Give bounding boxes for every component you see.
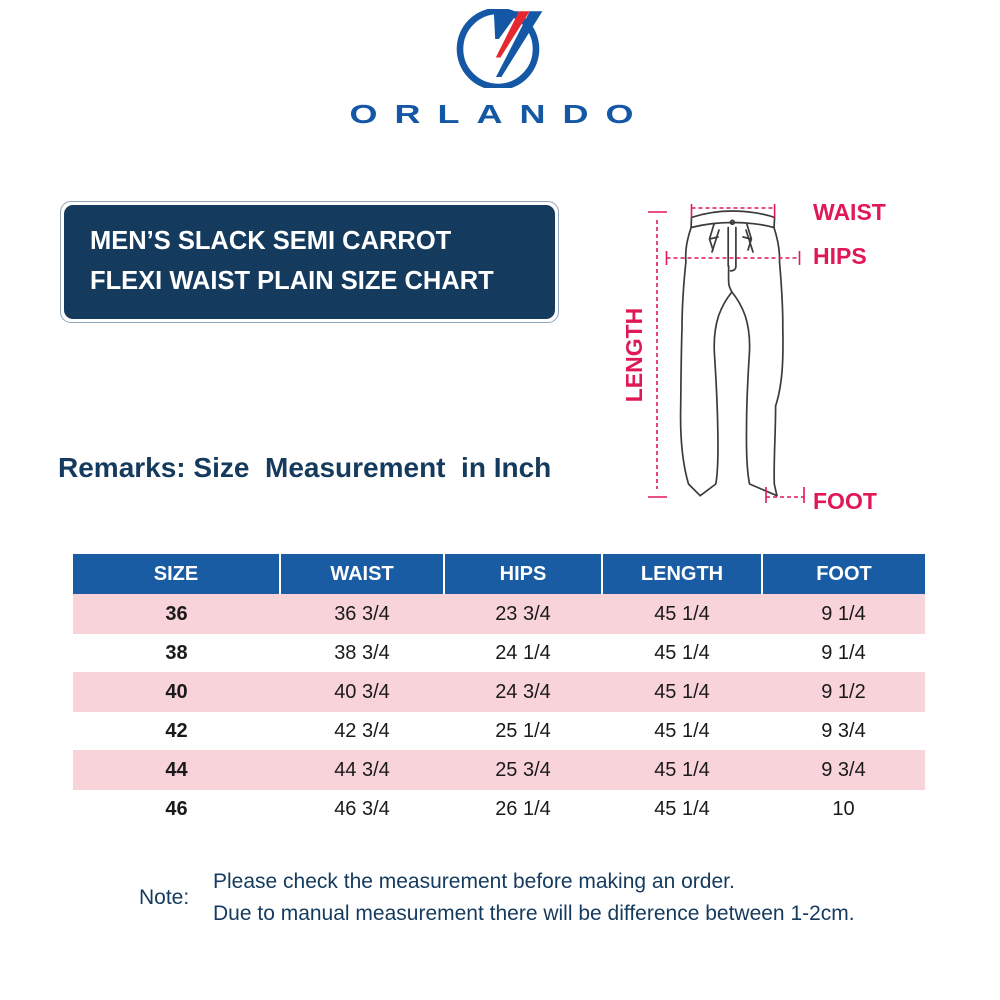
svg-text:HIPS: HIPS	[813, 243, 867, 269]
svg-text:FOOT: FOOT	[813, 488, 877, 514]
svg-text:LENGTH: LENGTH	[621, 308, 647, 403]
svg-text:WAIST: WAIST	[813, 199, 886, 225]
